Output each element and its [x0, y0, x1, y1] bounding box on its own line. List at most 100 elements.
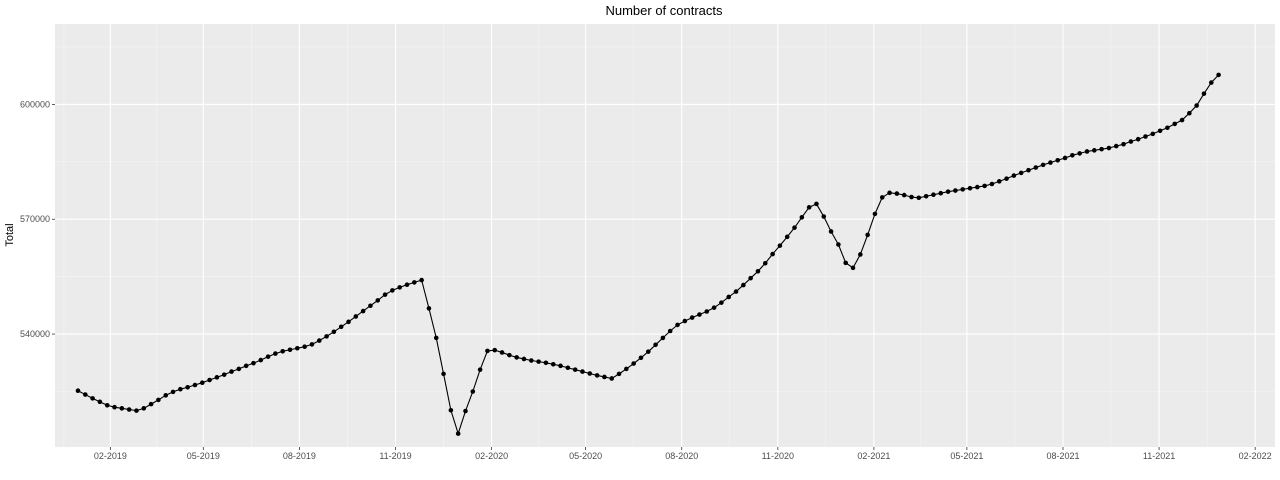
data-point [1018, 170, 1024, 176]
data-point [909, 194, 914, 200]
data-point [580, 369, 585, 374]
grid-layer [55, 24, 1275, 447]
data-point [609, 376, 615, 381]
x-tick-label: 08-2021 [1046, 451, 1079, 461]
data-point [916, 195, 922, 201]
data-point [748, 275, 753, 281]
x-tick-label: 05-2020 [569, 451, 602, 461]
data-point [594, 373, 600, 378]
x-axis: 02-2019 05-2019 08-2019 11-2019 02-2020 05-20… [94, 447, 1272, 461]
data-point [331, 329, 337, 335]
data-point [412, 280, 417, 285]
data-point [923, 193, 929, 199]
data-point [492, 347, 498, 353]
data-point [90, 396, 95, 401]
data-point [602, 374, 607, 380]
data-point [258, 357, 264, 363]
data-point [1004, 176, 1009, 181]
data-point [192, 382, 198, 388]
data-point [858, 252, 863, 257]
data-point [185, 384, 190, 390]
data-point [799, 215, 805, 220]
data-point [572, 367, 578, 372]
data-point [390, 288, 395, 293]
data-point [463, 408, 468, 414]
data-point [726, 294, 732, 300]
data-point [967, 185, 973, 191]
data-point [477, 367, 483, 372]
data-point [1201, 91, 1207, 96]
data-point [324, 334, 329, 339]
data-point [1172, 121, 1178, 127]
data-point [543, 360, 549, 366]
data-point [945, 189, 951, 194]
data-point [1048, 160, 1053, 165]
data-point [587, 371, 593, 376]
data-point [295, 345, 300, 351]
data-point [1165, 125, 1170, 131]
data-point [865, 232, 870, 238]
y-tick-label: 540000 [20, 329, 50, 339]
x-tick-label: 11-2021 [1143, 451, 1175, 461]
data-point [631, 361, 636, 366]
data-point [1113, 143, 1119, 149]
data-point [316, 338, 322, 343]
x-tick-label: 02-2022 [1239, 451, 1272, 461]
data-point [953, 188, 958, 193]
plot-panel [55, 24, 1275, 447]
data-point [75, 388, 81, 394]
data-point [624, 366, 629, 372]
data-point [828, 229, 834, 234]
data-point [550, 362, 556, 367]
data-point [243, 363, 249, 369]
data-point [280, 349, 286, 354]
y-axis: 540000 570000 600000 [20, 99, 55, 339]
data-point [134, 408, 139, 413]
data-point [375, 298, 381, 303]
data-point [199, 380, 205, 385]
x-tick-label: 05-2019 [187, 451, 220, 461]
data-point [996, 179, 1002, 184]
x-tick-label: 08-2020 [665, 451, 698, 461]
data-point [338, 324, 344, 330]
data-point [1077, 151, 1082, 156]
data-point [770, 251, 775, 257]
data-point [960, 187, 965, 192]
data-point [426, 306, 432, 311]
data-point [558, 363, 563, 369]
data-point [565, 365, 571, 371]
data-point [1143, 134, 1148, 139]
data-point [982, 183, 987, 189]
data-point [1070, 153, 1075, 158]
data-point [638, 355, 644, 361]
data-point [368, 303, 373, 309]
data-point [1150, 131, 1156, 137]
data-point [514, 355, 519, 360]
x-tick-label: 02-2021 [857, 451, 890, 461]
data-point [455, 431, 461, 436]
data-point [1062, 155, 1068, 161]
data-point [470, 389, 476, 394]
data-point [704, 309, 710, 314]
chart-title: Number of contracts [605, 3, 723, 18]
data-point [697, 312, 702, 317]
data-point [104, 402, 110, 408]
x-tick-label: 08-2019 [283, 451, 316, 461]
data-point [1099, 146, 1104, 152]
data-point [1208, 80, 1214, 85]
data-point [1179, 117, 1185, 123]
data-point [777, 243, 783, 248]
data-point [806, 205, 812, 210]
data-point [346, 319, 351, 325]
data-point [1216, 72, 1221, 78]
data-point [178, 386, 183, 392]
data-point [251, 360, 256, 366]
data-point [521, 356, 527, 362]
data-point [273, 351, 278, 356]
data-point [879, 195, 885, 200]
data-point [667, 328, 673, 334]
data-point [141, 406, 147, 411]
data-point [821, 214, 827, 219]
